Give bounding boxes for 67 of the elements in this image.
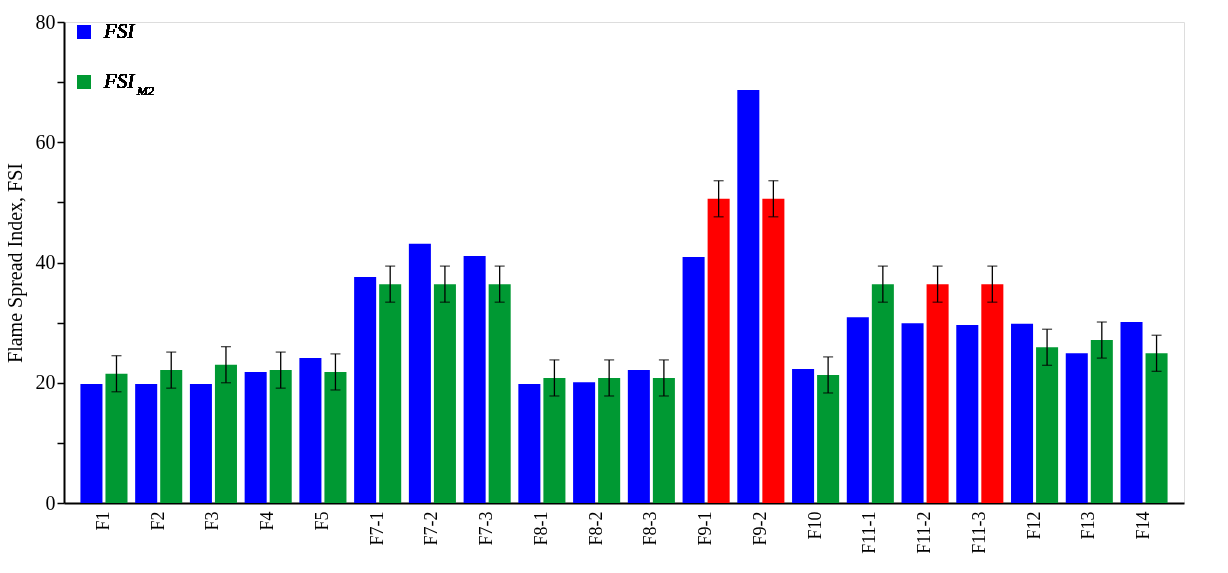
bar (846, 317, 869, 503)
y-tick-label: 80 (35, 10, 56, 33)
x-tick-label: F5 (311, 511, 332, 531)
bar (214, 364, 237, 503)
bar (1011, 323, 1034, 503)
bar (817, 374, 840, 503)
bar (956, 325, 979, 503)
x-tick-label: F11-3 (968, 511, 989, 554)
y-axis-title: Flame Spread Index, FSI (3, 163, 27, 363)
x-tick-label: F11-2 (914, 511, 935, 554)
bar (269, 370, 292, 503)
bar (652, 377, 675, 503)
bar (1065, 353, 1088, 503)
bar (135, 383, 158, 503)
bar (408, 243, 431, 503)
x-tick-label: F1 (92, 511, 113, 531)
bar (105, 373, 128, 503)
bar (1145, 353, 1168, 503)
x-tick-label: F7-1 (366, 511, 387, 546)
bar (80, 383, 103, 503)
y-tick-label: 60 (35, 130, 56, 153)
bar (981, 284, 1004, 503)
x-tick-label: F12 (1023, 511, 1044, 540)
y-tick-label: 0 (45, 491, 56, 514)
y-tick-label: 20 (35, 371, 56, 394)
bar (627, 370, 650, 503)
x-tick-label: F2 (147, 511, 168, 531)
bar (737, 89, 760, 503)
bar (707, 198, 730, 503)
bar (573, 382, 596, 503)
bar (543, 377, 566, 503)
bar (901, 323, 924, 503)
bar (1090, 340, 1113, 503)
bar (598, 377, 621, 503)
x-tick-label: F8-2 (585, 511, 606, 546)
x-tick-label: F7-2 (421, 511, 442, 546)
bar (160, 370, 183, 503)
bar (488, 284, 511, 503)
bar (518, 383, 541, 503)
legend-label: FSI (103, 19, 136, 43)
bar (682, 257, 705, 503)
x-tick-label: F4 (257, 511, 278, 531)
bar (463, 255, 486, 503)
bar (792, 368, 815, 503)
bar (189, 383, 212, 503)
bar (871, 284, 894, 503)
bar (926, 284, 949, 503)
bar (433, 284, 456, 503)
bar (1036, 347, 1059, 503)
bar (354, 276, 377, 503)
bar (324, 371, 347, 503)
x-tick-label: F9-1 (695, 511, 716, 546)
x-tick-label: F8-1 (530, 511, 551, 546)
x-tick-label: F14 (1133, 511, 1154, 540)
y-tick-label: 40 (35, 251, 56, 273)
x-tick-label: F7-3 (476, 511, 497, 546)
x-tick-label: F10 (804, 511, 825, 540)
bar (762, 198, 785, 503)
bar (379, 284, 402, 503)
x-tick-label: F11-1 (859, 511, 880, 554)
x-tick-label: F13 (1078, 511, 1099, 540)
x-tick-label: F9-2 (749, 511, 770, 546)
bar (244, 371, 267, 503)
bar (1120, 322, 1143, 503)
x-tick-label: F3 (202, 511, 223, 531)
bar (299, 358, 322, 503)
x-tick-label: F8-3 (640, 511, 661, 546)
